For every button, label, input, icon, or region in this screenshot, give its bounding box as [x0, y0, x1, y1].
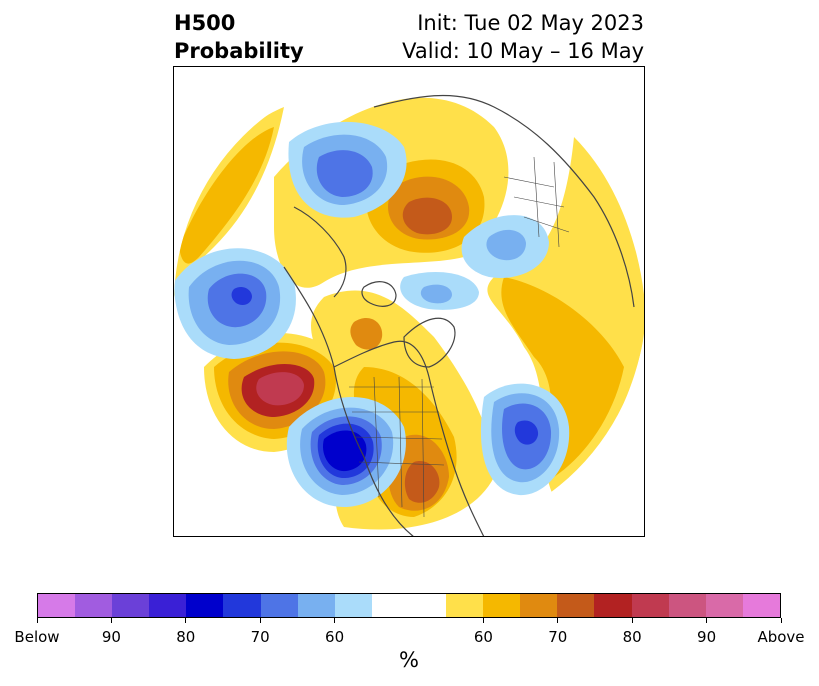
- alaska-coast: [293, 206, 347, 298]
- map-svg: [174, 94, 644, 536]
- colorbar-tick-label: Above: [757, 628, 805, 646]
- colorbar-tick-mark: [780, 618, 782, 623]
- coastlines: [283, 94, 635, 536]
- contour-above-mid-east: [501, 277, 624, 477]
- contour-above-red-center: [404, 461, 440, 503]
- eurasia-coast: [373, 94, 635, 308]
- colorbar-tick-mark: [185, 618, 187, 623]
- colorbar-segment: [520, 594, 558, 617]
- colorbar-segment: [742, 594, 780, 617]
- colorbar-segment: [149, 594, 187, 617]
- colorbar-segment: [260, 594, 298, 617]
- contour-below-siberia-mid: [486, 229, 526, 261]
- colorbar-segment: [371, 594, 409, 617]
- colorbar-tick-label: Below: [14, 628, 60, 646]
- colorbar-segment: [631, 594, 669, 617]
- colorbar-segment: [223, 594, 261, 617]
- chart-title-left: H500 Probability: [174, 9, 304, 65]
- colorbar-tick-mark: [631, 618, 633, 623]
- colorbar-tick-mark: [259, 618, 261, 623]
- colorbar-segment: [668, 594, 706, 617]
- colorbar-tick-mark: [706, 618, 708, 623]
- contour-below-us-core: [322, 430, 367, 472]
- colorbar-unit-label: %: [399, 648, 419, 672]
- title-probability: Probability: [174, 39, 304, 63]
- contour-above-core-pacific: [256, 372, 304, 406]
- colorbar-tick-label: 70: [548, 628, 568, 646]
- europe-borders: [503, 156, 570, 248]
- title-h500: H500: [174, 11, 236, 35]
- contour-above-strong-bay: [350, 317, 383, 350]
- colorbar-segment: [38, 594, 76, 617]
- colorbar-segment: [408, 594, 447, 617]
- title-valid-range: Valid: 10 May – 16 May: [402, 39, 644, 63]
- colorbar-segment: [112, 594, 150, 617]
- colorbar-tick-label: 90: [697, 628, 717, 646]
- colorbar-segment: [334, 594, 372, 617]
- colorbar-tick-mark: [482, 618, 484, 623]
- colorbar-segment: [186, 594, 224, 617]
- contour-fills: [174, 97, 644, 530]
- colorbar-tick-label: 70: [250, 628, 270, 646]
- us-states-grid: [349, 376, 445, 518]
- contour-below-arctic-mid: [420, 284, 452, 304]
- colorbar-segment: [594, 594, 632, 617]
- probability-map: [173, 66, 645, 537]
- colorbar-tick-label: 80: [176, 628, 196, 646]
- title-init-date: Init: Tue 02 May 2023: [417, 11, 644, 35]
- chart-title-right: Init: Tue 02 May 2023 Valid: 10 May – 16…: [402, 9, 644, 65]
- colorbar: [37, 593, 781, 618]
- contour-below-atlantic-core: [514, 420, 539, 445]
- colorbar-tick-mark: [334, 618, 336, 623]
- colorbar-segment: [557, 594, 595, 617]
- colorbar-tick-label: 80: [622, 628, 642, 646]
- colorbar-tick-label: 60: [473, 628, 493, 646]
- greenland-coast: [403, 317, 456, 368]
- north-america-coast: [283, 266, 485, 536]
- arctic-islands: [361, 281, 397, 307]
- colorbar-segment: [297, 594, 335, 617]
- colorbar-segment: [75, 594, 113, 617]
- colorbar-segment: [483, 594, 521, 617]
- colorbar-tick-mark: [110, 618, 112, 623]
- contour-below-north-strong: [316, 150, 373, 197]
- borders: [349, 156, 570, 518]
- contour-above-red-north: [402, 197, 452, 235]
- contour-below-west-core: [231, 286, 252, 305]
- colorbar-segment: [446, 594, 484, 617]
- colorbar-tick-mark: [557, 618, 559, 623]
- colorbar-segment: [705, 594, 743, 617]
- colorbar-tick-label: 60: [325, 628, 345, 646]
- colorbar-tick-label: 90: [101, 628, 121, 646]
- colorbar-tick-mark: [36, 618, 38, 623]
- contour-above-mid-west: [179, 127, 274, 264]
